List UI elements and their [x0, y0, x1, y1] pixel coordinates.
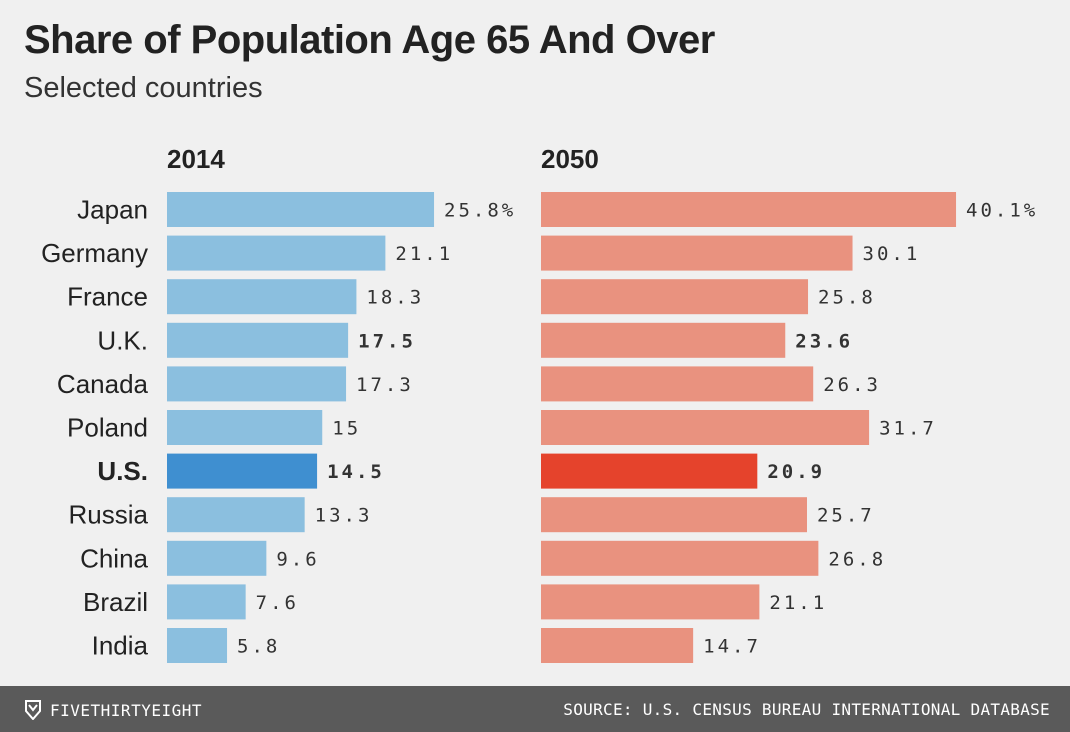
value-label-2050: 26.8: [828, 548, 886, 570]
value-label-2050: 26.3: [823, 374, 881, 396]
category-label: U.S.: [97, 456, 148, 486]
bar-2050: [541, 322, 786, 358]
bar-2050: [541, 279, 809, 315]
value-label-2014: 15: [332, 418, 361, 440]
chart-subtitle: Selected countries: [24, 72, 263, 104]
category-label: Canada: [57, 369, 149, 399]
value-label-2050: 25.7: [817, 505, 875, 527]
category-label: Germany: [41, 238, 148, 268]
bar-2014: [167, 453, 318, 489]
value-label-2050: 31.7: [879, 418, 937, 440]
bar-2014: [167, 497, 305, 533]
series-header-2050: 2050: [541, 144, 599, 174]
chart-title: Share of Population Age 65 And Over: [24, 18, 715, 62]
bar-2050: [541, 497, 807, 533]
category-label: China: [80, 543, 148, 573]
value-label-2050: 20.9: [767, 461, 825, 483]
bar-2050: [541, 453, 758, 489]
category-label: Russia: [69, 500, 149, 530]
bar-2050: [541, 366, 814, 402]
category-label: Japan: [77, 195, 148, 225]
category-label: Poland: [67, 413, 148, 443]
category-label: France: [67, 282, 148, 312]
bar-2014: [167, 192, 435, 227]
category-label: U.K.: [97, 325, 148, 355]
value-label-2014: 17.3: [356, 374, 414, 396]
brand-name: FIVETHIRTYEIGHT: [50, 700, 202, 720]
category-label: Brazil: [83, 587, 148, 617]
bar-2014: [167, 410, 323, 445]
bar-chart: 2014 2050 Japan Germany France U.K. Canada Pola…: [41, 144, 1038, 663]
bar-2014: [167, 628, 228, 663]
bar-2014: [167, 322, 349, 358]
value-label-2014: 7.6: [256, 592, 299, 614]
bar-2050: [541, 584, 760, 620]
value-label-2014: 13.3: [315, 505, 373, 527]
value-label-2014: 14.5: [327, 461, 385, 483]
bar-2014: [167, 540, 267, 576]
value-label-2050: 30.1: [863, 243, 921, 265]
value-label-2050: 25.8: [818, 287, 876, 309]
value-label-2050: 14.7: [703, 636, 761, 658]
fivethirtyeight-logo-icon: [25, 700, 41, 720]
value-label-2014: 25.8%: [444, 200, 516, 222]
value-label-2050: 23.6: [795, 330, 853, 352]
bar-2014: [167, 235, 386, 271]
value-label-2014: 9.6: [276, 548, 319, 570]
bar-2014: [167, 366, 347, 402]
bar-2050: [541, 235, 853, 271]
category-label: India: [92, 631, 149, 661]
source-note: SOURCE: U.S. CENSUS BUREAU INTERNATIONAL…: [563, 700, 1050, 719]
value-label-2014: 17.5: [358, 330, 416, 352]
series-header-2014: 2014: [167, 144, 225, 174]
value-label-2050: 21.1: [769, 592, 827, 614]
bar-2050: [541, 192, 957, 227]
value-label-2050: 40.1%: [966, 200, 1038, 222]
brand: FIVETHIRTYEIGHT: [24, 700, 202, 720]
bar-2050: [541, 410, 870, 445]
bar-2050: [541, 540, 819, 576]
footer-bar: FIVETHIRTYEIGHT SOURCE: U.S. CENSUS BURE…: [0, 686, 1070, 732]
bar-2014: [167, 279, 357, 315]
bar-2014: [167, 584, 246, 620]
value-label-2014: 5.8: [237, 636, 280, 658]
value-label-2014: 18.3: [366, 287, 424, 309]
value-label-2014: 21.1: [395, 243, 453, 265]
bar-2050: [541, 628, 694, 663]
